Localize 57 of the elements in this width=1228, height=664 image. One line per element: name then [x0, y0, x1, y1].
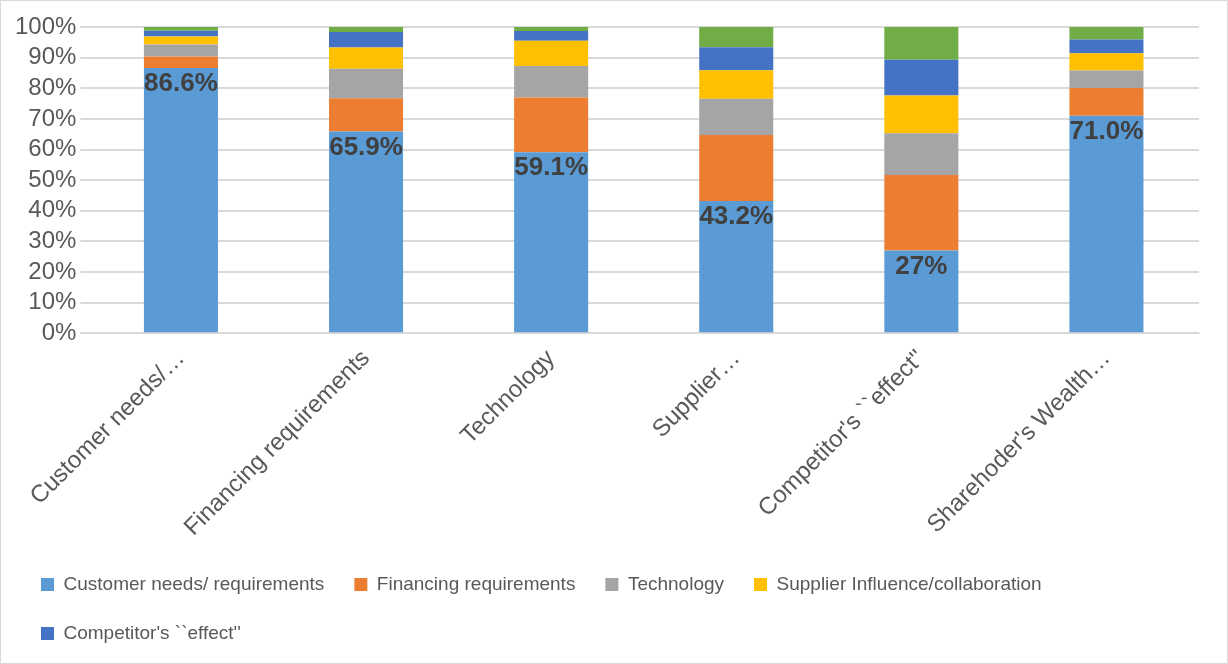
bar: [1069, 70, 1144, 88]
data-label: 71.0%: [1069, 115, 1144, 145]
bar: [699, 135, 774, 201]
bar: [699, 27, 774, 48]
bar: [514, 97, 589, 153]
y-tick-label: 70%: [28, 103, 77, 131]
bar: [514, 65, 589, 98]
bar: [699, 70, 774, 99]
legend-label: Customer needs/ requirements: [63, 572, 325, 594]
bar: [329, 47, 404, 69]
bar: [143, 68, 218, 333]
bar: [884, 250, 959, 333]
y-tick-label: 0%: [41, 317, 77, 345]
bar: [884, 95, 959, 134]
bar: [884, 133, 959, 175]
bar: [1069, 115, 1144, 333]
y-tick-label: 30%: [28, 226, 77, 254]
y-tick-label: 90%: [28, 42, 77, 70]
legend-label: Financing requirements: [376, 572, 576, 594]
data-label: 27%: [895, 249, 948, 280]
bar: [514, 152, 589, 333]
data-label: 65.9%: [329, 130, 403, 161]
data-label: 59.1%: [514, 151, 589, 182]
bar: [329, 27, 404, 32]
bar: [329, 68, 404, 99]
bar: [1069, 39, 1144, 54]
data-label: 43.2%: [699, 200, 774, 231]
y-tick-label: 20%: [28, 256, 77, 284]
bar: [699, 200, 774, 333]
legend-label: Competitor's ``effect'': [63, 621, 241, 643]
bar: [143, 44, 218, 57]
bar: [1069, 53, 1144, 71]
bar: [143, 27, 218, 31]
y-tick-label: 100%: [14, 11, 77, 39]
bar: [329, 131, 404, 333]
legend-label: Supplier Influence/collaboration: [776, 572, 1042, 594]
y-tick-label: 40%: [28, 195, 77, 223]
bar: [1069, 87, 1144, 116]
bar: [699, 47, 774, 71]
y-tick-label: 80%: [28, 72, 77, 100]
y-tick-label: 50%: [28, 164, 77, 192]
bar: [514, 27, 589, 31]
bar: [884, 174, 959, 251]
bar: [143, 36, 218, 45]
bar: [329, 31, 404, 48]
y-tick-label: 60%: [28, 134, 77, 162]
legend-label: Technology: [627, 572, 725, 594]
bar: [329, 98, 404, 132]
bar: [699, 98, 774, 136]
y-tick-label: 10%: [28, 287, 77, 315]
bar: [884, 27, 959, 60]
data-label: 86.6%: [144, 67, 218, 98]
bar: [143, 56, 218, 69]
bar: [514, 30, 589, 41]
bar: [1069, 27, 1144, 40]
bar: [884, 59, 959, 96]
bar: [514, 40, 589, 66]
